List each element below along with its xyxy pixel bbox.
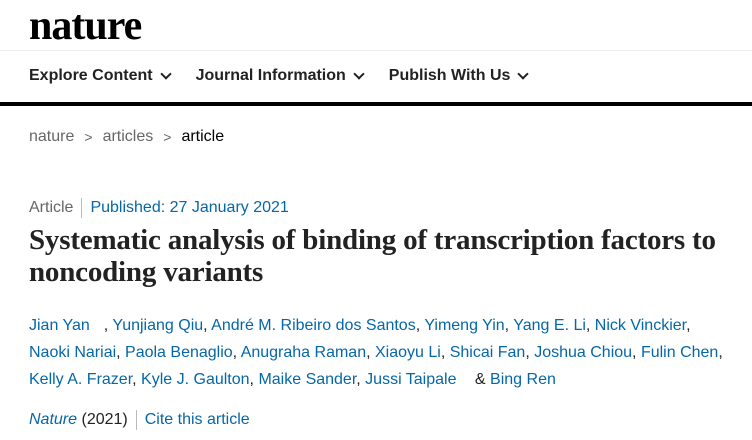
nav-explore-content[interactable]: Explore Content xyxy=(29,67,172,85)
author[interactable]: Shicai Fan xyxy=(449,344,526,361)
nav-journal-information[interactable]: Journal Information xyxy=(195,67,365,85)
chevron-down-icon xyxy=(353,68,365,80)
author[interactable]: Fulin Chen xyxy=(640,344,719,361)
author[interactable]: Nick Vinckier xyxy=(594,317,687,334)
breadcrumb-articles[interactable]: articles xyxy=(102,128,154,145)
chevron-down-icon xyxy=(517,68,530,80)
breadcrumb-nature[interactable]: nature xyxy=(29,128,75,145)
nature-logo[interactable]: nature xyxy=(29,3,142,49)
published-date: Published: 27 January 2021 xyxy=(90,199,289,216)
chevron-down-icon xyxy=(159,68,172,80)
separator xyxy=(81,198,83,218)
article-title: Systematic analysis of binding of transc… xyxy=(29,224,716,288)
nav-publish-with-us[interactable]: Publish With Us xyxy=(388,67,530,85)
chevron-right-icon: > xyxy=(163,129,172,145)
author[interactable]: Maike Sander xyxy=(258,371,357,388)
author[interactable]: Kelly A. Frazer xyxy=(29,371,133,388)
main-nav: Explore Content Journal Information Publ… xyxy=(29,67,530,85)
author[interactable]: André M. Ribeiro dos Santos xyxy=(211,317,416,334)
author[interactable]: Kyle J. Gaulton xyxy=(141,371,250,388)
chevron-right-icon: > xyxy=(84,129,93,145)
author[interactable]: Yang E. Li xyxy=(513,317,586,334)
breadcrumb: nature > articles > article xyxy=(29,128,224,146)
breadcrumb-current: article xyxy=(181,128,225,145)
author[interactable]: Yimeng Yin xyxy=(424,317,505,334)
nav-label: Journal Information xyxy=(195,67,346,84)
separator xyxy=(135,410,137,430)
publication-year: (2021) xyxy=(81,411,128,428)
cite-this-article-link[interactable]: Cite this article xyxy=(144,411,250,428)
author[interactable]: Jian Yan xyxy=(29,317,90,334)
author[interactable]: Joshua Chiou xyxy=(534,344,633,361)
citation-line: Nature (2021) Cite this article xyxy=(29,410,250,430)
journal-name: Nature xyxy=(29,411,78,428)
divider xyxy=(0,50,752,51)
author[interactable]: Paola Benaglio xyxy=(125,344,233,361)
author[interactable]: Xiaoyu Li xyxy=(375,344,441,361)
nav-divider xyxy=(0,102,752,106)
article-type: Article xyxy=(29,199,74,216)
author[interactable]: Bing Ren xyxy=(490,371,556,388)
author[interactable]: Anugraha Raman xyxy=(240,344,367,361)
author[interactable]: Naoki Nariai xyxy=(29,344,117,361)
nav-label: Publish With Us xyxy=(388,67,511,84)
article-meta: Article Published: 27 January 2021 xyxy=(29,198,289,218)
author[interactable]: Jussi Taipale xyxy=(365,371,457,388)
nav-label: Explore Content xyxy=(29,67,153,84)
author[interactable]: Yunjiang Qiu xyxy=(112,317,204,334)
author-list: Jian Yan, Yunjiang Qiu, André M. Ribeiro… xyxy=(29,317,723,388)
